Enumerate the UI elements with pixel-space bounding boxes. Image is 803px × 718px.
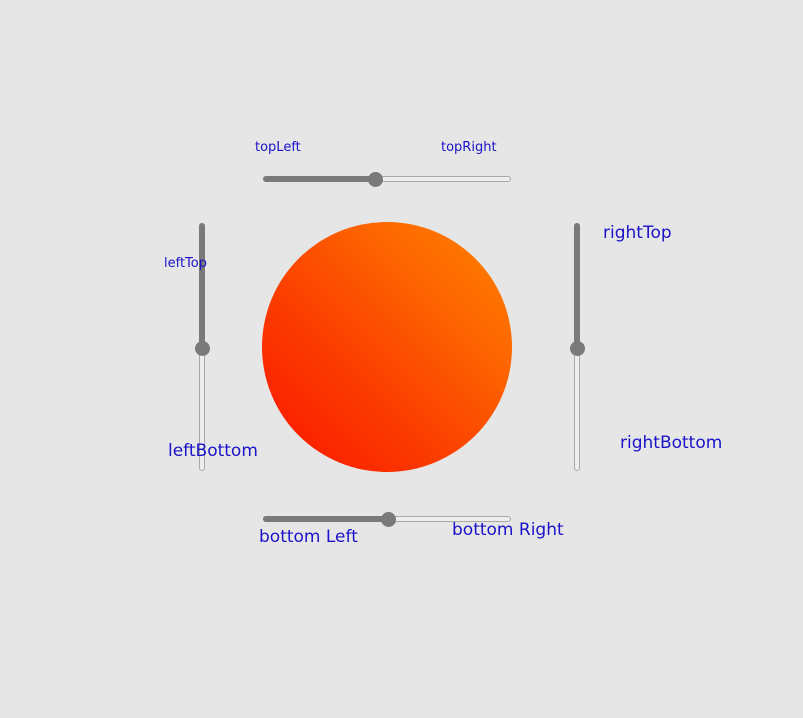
right-slider[interactable] xyxy=(569,223,585,471)
right-slider-thumb[interactable] xyxy=(569,340,585,356)
bottom-right-label: bottom Right xyxy=(452,520,564,540)
right-top-label: rightTop xyxy=(603,223,672,243)
left-slider-thumb[interactable] xyxy=(194,340,210,356)
right-bottom-label: rightBottom xyxy=(620,433,723,453)
left-slider-fill xyxy=(199,223,205,347)
bottom-slider-thumb[interactable] xyxy=(380,511,396,527)
top-left-label: topLeft xyxy=(255,140,301,155)
right-slider-fill xyxy=(574,223,580,347)
bottom-left-label: bottom Left xyxy=(259,527,358,547)
top-slider-fill xyxy=(263,176,375,182)
bottom-slider[interactable] xyxy=(263,511,511,527)
left-slider[interactable] xyxy=(194,223,210,471)
bottom-slider-fill xyxy=(263,516,387,522)
gradient-circle xyxy=(262,222,512,472)
left-top-label: leftTop xyxy=(164,256,207,271)
top-right-label: topRight xyxy=(441,140,497,155)
left-bottom-label: leftBottom xyxy=(168,441,258,461)
top-slider[interactable] xyxy=(263,171,511,187)
top-slider-thumb[interactable] xyxy=(368,171,384,187)
